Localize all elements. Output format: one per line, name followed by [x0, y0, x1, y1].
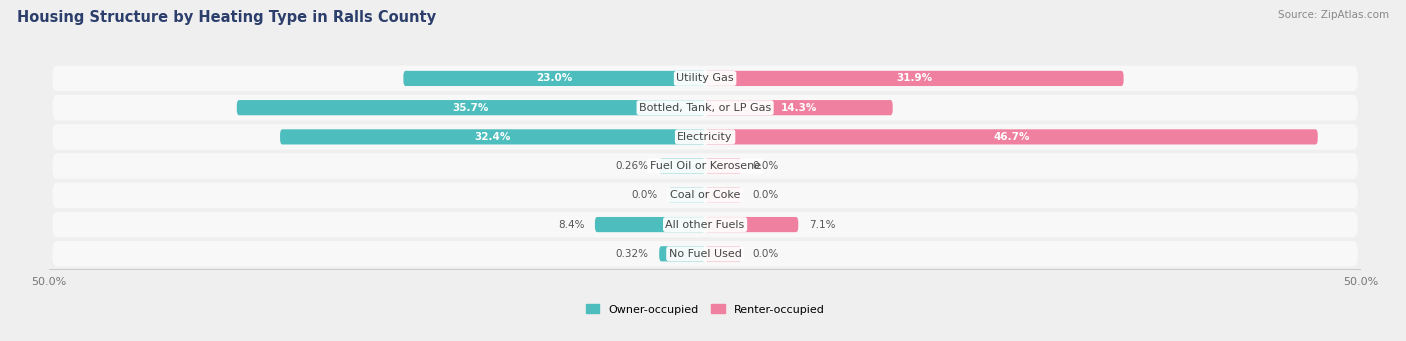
Text: Coal or Coke: Coal or Coke: [669, 190, 741, 201]
FancyBboxPatch shape: [706, 188, 742, 203]
Text: 0.0%: 0.0%: [752, 249, 779, 259]
FancyBboxPatch shape: [52, 241, 1358, 267]
FancyBboxPatch shape: [668, 188, 706, 203]
Text: Electricity: Electricity: [678, 132, 733, 142]
FancyBboxPatch shape: [52, 212, 1358, 237]
FancyBboxPatch shape: [706, 159, 742, 174]
FancyBboxPatch shape: [52, 182, 1358, 208]
FancyBboxPatch shape: [404, 71, 706, 86]
Text: 35.7%: 35.7%: [453, 103, 489, 113]
FancyBboxPatch shape: [706, 71, 1123, 86]
FancyBboxPatch shape: [706, 246, 742, 262]
Text: 23.0%: 23.0%: [536, 73, 572, 84]
Text: All other Fuels: All other Fuels: [665, 220, 745, 229]
Text: Bottled, Tank, or LP Gas: Bottled, Tank, or LP Gas: [638, 103, 772, 113]
Text: 31.9%: 31.9%: [896, 73, 932, 84]
Text: Utility Gas: Utility Gas: [676, 73, 734, 84]
FancyBboxPatch shape: [52, 95, 1358, 120]
Text: Source: ZipAtlas.com: Source: ZipAtlas.com: [1278, 10, 1389, 20]
FancyBboxPatch shape: [595, 217, 706, 232]
Legend: Owner-occupied, Renter-occupied: Owner-occupied, Renter-occupied: [586, 304, 824, 314]
FancyBboxPatch shape: [706, 129, 1317, 145]
FancyBboxPatch shape: [52, 153, 1358, 179]
Text: 0.0%: 0.0%: [752, 190, 779, 201]
Text: 14.3%: 14.3%: [780, 103, 817, 113]
Text: 0.0%: 0.0%: [631, 190, 658, 201]
Text: 7.1%: 7.1%: [808, 220, 835, 229]
Text: 46.7%: 46.7%: [993, 132, 1029, 142]
FancyBboxPatch shape: [659, 159, 706, 174]
FancyBboxPatch shape: [706, 100, 893, 115]
Text: Fuel Oil or Kerosene: Fuel Oil or Kerosene: [650, 161, 761, 171]
Text: No Fuel Used: No Fuel Used: [669, 249, 741, 259]
Text: 32.4%: 32.4%: [474, 132, 510, 142]
FancyBboxPatch shape: [659, 246, 706, 262]
Text: 8.4%: 8.4%: [558, 220, 585, 229]
FancyBboxPatch shape: [52, 65, 1358, 91]
Text: 0.0%: 0.0%: [752, 161, 779, 171]
Text: 0.32%: 0.32%: [616, 249, 648, 259]
FancyBboxPatch shape: [706, 217, 799, 232]
Text: Housing Structure by Heating Type in Ralls County: Housing Structure by Heating Type in Ral…: [17, 10, 436, 25]
FancyBboxPatch shape: [236, 100, 706, 115]
FancyBboxPatch shape: [52, 124, 1358, 150]
Text: 0.26%: 0.26%: [616, 161, 648, 171]
FancyBboxPatch shape: [280, 129, 706, 145]
